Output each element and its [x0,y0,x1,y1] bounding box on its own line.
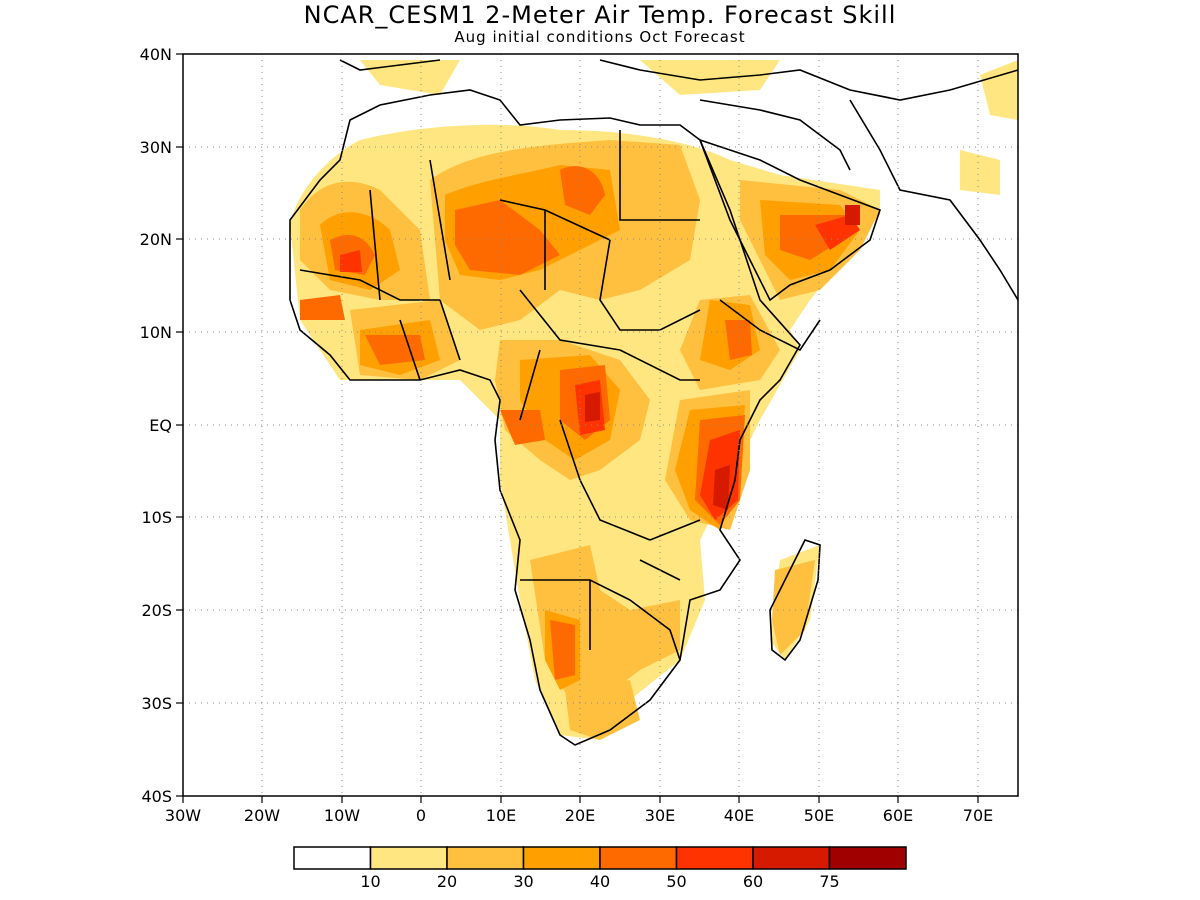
lat-label: 30N [140,138,172,157]
color-bar-label: 20 [437,872,457,891]
color-bar-label: 50 [666,872,686,891]
lat-label: 10S [141,508,172,527]
longitude-labels: 30W 20W 10W 0 10E 20E 30E 40E 50E 60E 70… [165,806,993,825]
gridlines [183,54,1018,796]
color-bar-box [675,846,754,870]
color-bar-label: 75 [819,872,839,891]
color-bar-label: 60 [743,872,763,891]
color-bar-box [446,846,525,870]
color-bar-labels: 10 20 30 40 50 60 75 [360,872,839,891]
lon-label: 20W [244,806,280,825]
lat-label: 40N [140,45,172,64]
color-bar-box [828,846,907,870]
color-bar-label: 40 [590,872,610,891]
skill-shading [290,60,1018,740]
lat-label: 20S [141,601,172,620]
map-title: NCAR_CESM1 2-Meter Air Temp. Forecast Sk… [303,1,897,29]
color-bar-box [293,846,372,870]
color-bar-box [599,846,678,870]
map-subtitle: Aug initial conditions Oct Forecast [454,28,746,46]
color-bar-box [752,846,831,870]
lon-label: 30E [645,806,675,825]
lat-label: 40S [141,787,172,806]
lon-label: 60E [883,806,913,825]
color-bar-label: 10 [360,872,380,891]
latitude-labels: 40N 30N 20N 10N EQ 10S 20S 30S 40S [140,45,172,806]
coastlines [289,59,1018,746]
lat-label: 20N [140,230,172,249]
lon-label: 50E [804,806,834,825]
lat-label: 30S [141,694,172,713]
color-bar-box [522,846,601,870]
lon-label: 0 [416,806,426,825]
lon-label: 10E [486,806,516,825]
color-bar-label: 30 [513,872,533,891]
color-bar [293,846,907,870]
lat-label: 10N [140,323,172,342]
lon-label: 30W [165,806,201,825]
lon-label: 40E [724,806,754,825]
lon-label: 20E [565,806,595,825]
axis-ticks [176,53,979,803]
lon-label: 70E [963,806,993,825]
lat-label: EQ [149,416,172,435]
lon-label: 10W [324,806,360,825]
color-bar-box [369,846,448,870]
